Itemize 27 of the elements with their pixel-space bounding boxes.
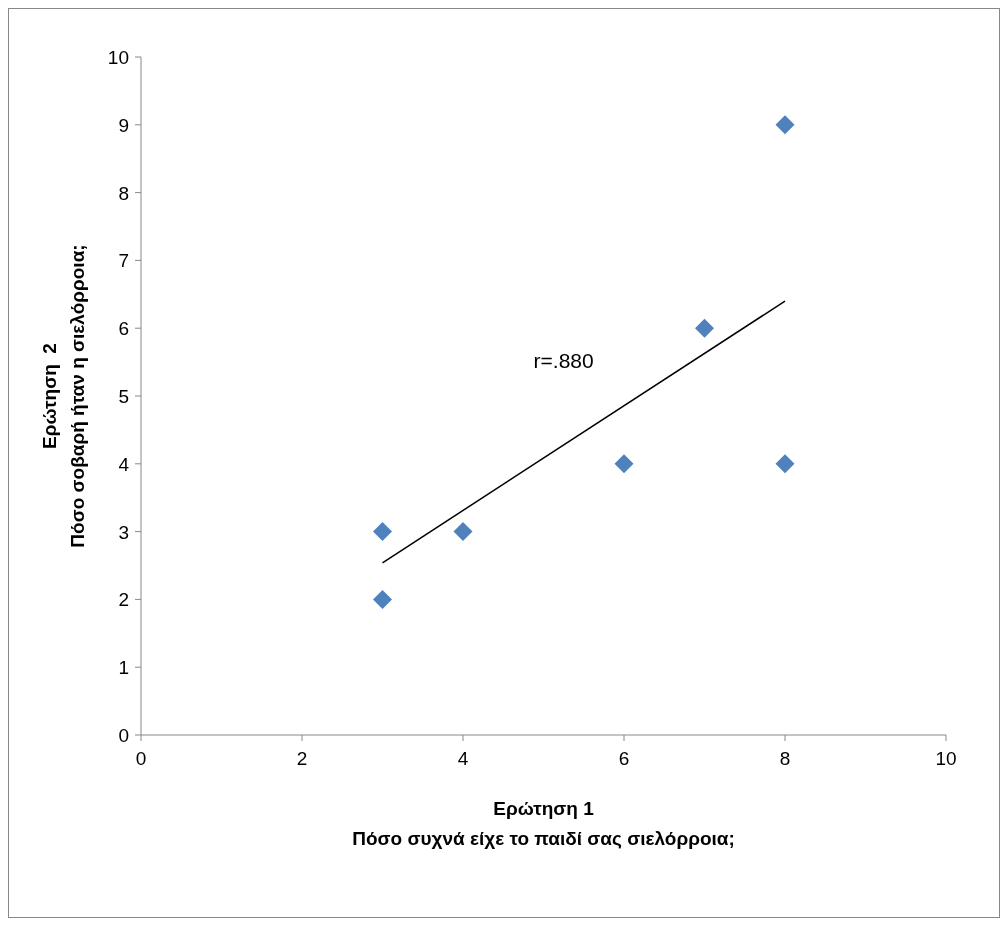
point (695, 318, 714, 338)
x-axis-title: Ερώτηση 1 Πόσο συχνά είχε το παιδί σας σιελόρροια; (352, 798, 735, 849)
y-tick-label: 9 (118, 114, 129, 136)
y-tick-label: 6 (118, 318, 129, 340)
y-tick-label: 4 (118, 453, 130, 475)
y-tick-label: 1 (118, 657, 129, 679)
point (453, 522, 473, 542)
point (614, 454, 634, 474)
y-tick-label: 8 (118, 182, 129, 204)
point (775, 454, 795, 474)
x-tick-label: 0 (135, 748, 147, 769)
y-axis-title: Ερώτηση 2 Πόσο σοβαρή ήταν η σιελόρροια; (39, 244, 88, 548)
point (373, 589, 392, 609)
x-tick-label: 6 (618, 748, 630, 769)
y-tick-label: 7 (118, 250, 129, 272)
x-tick-label: 2 (296, 748, 308, 769)
y-tick-label: 5 (118, 386, 129, 407)
annotation: r=.880 (533, 348, 594, 372)
y-tick-label: 3 (118, 521, 129, 543)
x-tick-label: 10 (935, 748, 957, 769)
y-tick-label: 0 (118, 725, 129, 746)
y-tick-label: 10 (107, 47, 129, 68)
x-tick-label: 4 (457, 748, 469, 769)
x-tick-label: 8 (779, 748, 791, 769)
point (775, 115, 795, 135)
y-tick-label: 2 (118, 589, 129, 611)
point (373, 522, 392, 542)
